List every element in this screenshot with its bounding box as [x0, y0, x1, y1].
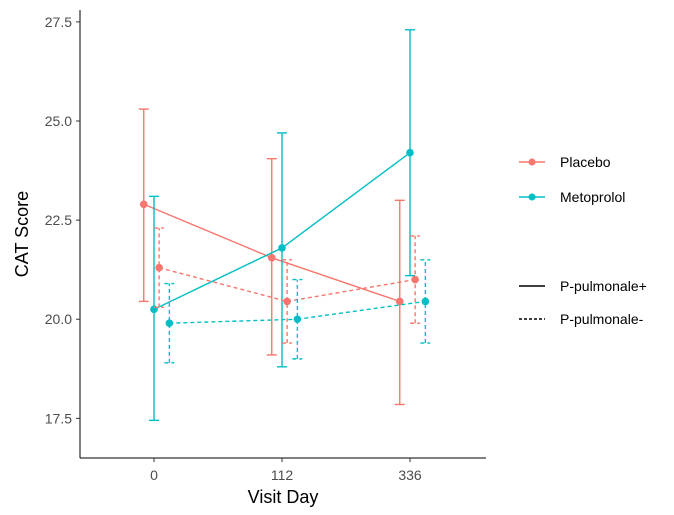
y-tick-label: 22.5 [45, 212, 72, 228]
series-placebo-dashed-point [411, 275, 419, 284]
series-placebo-solid-line-segment [271, 257, 400, 303]
series-metoprolol-solid-point [278, 244, 286, 252]
y-tick-label: 25.0 [45, 113, 72, 129]
series-metoprolol-dashed [164, 259, 431, 364]
series-placebo-solid-point [139, 200, 148, 209]
series-placebo-dashed-error-bar [282, 259, 293, 344]
series-metoprolol-solid [149, 29, 415, 422]
series-placebo-dashed [154, 227, 421, 344]
series-metoprolol-solid-line-segment [281, 152, 411, 249]
y-tick-label: 20.0 [45, 311, 72, 327]
x-axis-ticks: 0 112 336 [150, 458, 422, 483]
series-placebo-solid-point [395, 297, 404, 306]
y-axis-title: CAT Score [12, 191, 32, 277]
x-axis-title: Visit Day [248, 487, 319, 507]
series-placebo-solid-line-segment [143, 203, 273, 259]
x-tick-label: 0 [150, 467, 158, 483]
legend-label-p-pulmonale-minus: P-pulmonale- [560, 311, 644, 327]
series-metoprolol-dashed-point [293, 315, 302, 324]
legend-item-placebo: Placebo [519, 154, 611, 170]
y-tick-label: 27.5 [45, 14, 72, 30]
series-placebo-dashed-line-segment [287, 278, 416, 303]
series-placebo-solid-point [267, 253, 276, 262]
y-tick-label: 17.5 [45, 410, 72, 426]
legend-label-metoprolol: Metoprolol [560, 189, 625, 205]
legend-label-placebo: Placebo [560, 154, 611, 170]
legend-label-p-pulmonale-plus: P-pulmonale+ [560, 278, 647, 294]
y-axis-ticks: 17.5 20.0 22.5 25.0 27.5 [45, 14, 80, 426]
x-tick-label: 112 [271, 467, 294, 483]
legend: Placebo Metoprolol P-pulmonale+ P-pulmon… [519, 154, 647, 327]
series-metoprolol-dashed-line-segment [169, 318, 298, 324]
series-metoprolol-dashed-error-bar [292, 278, 303, 360]
legend-item-p-pulmonale-minus: P-pulmonale- [519, 311, 644, 327]
series-placebo-solid [138, 108, 405, 406]
x-tick-label: 336 [398, 467, 422, 483]
series-placebo-dashed-line-segment [158, 267, 288, 303]
series-placebo-dashed-point [155, 263, 163, 272]
legend-item-p-pulmonale-plus: P-pulmonale+ [519, 278, 647, 294]
series-metoprolol-dashed-error-bar [420, 259, 431, 344]
series-metoprolol-solid-point [406, 148, 414, 157]
series-metoprolol-dashed-point [165, 319, 174, 328]
legend-marker-metoprolol [528, 193, 536, 201]
legend-item-metoprolol: Metoprolol [519, 189, 625, 205]
plot-area [138, 29, 431, 422]
series-metoprolol-dashed-line-segment [297, 300, 426, 320]
series-placebo-dashed-error-bar [154, 227, 165, 309]
series-placebo-dashed-point [283, 297, 291, 306]
series-metoprolol-solid-line-segment [153, 247, 283, 310]
series-metoprolol-dashed-point [421, 297, 430, 306]
series-metoprolol-dashed-error-bar [164, 282, 175, 364]
legend-marker-placebo [528, 158, 536, 166]
